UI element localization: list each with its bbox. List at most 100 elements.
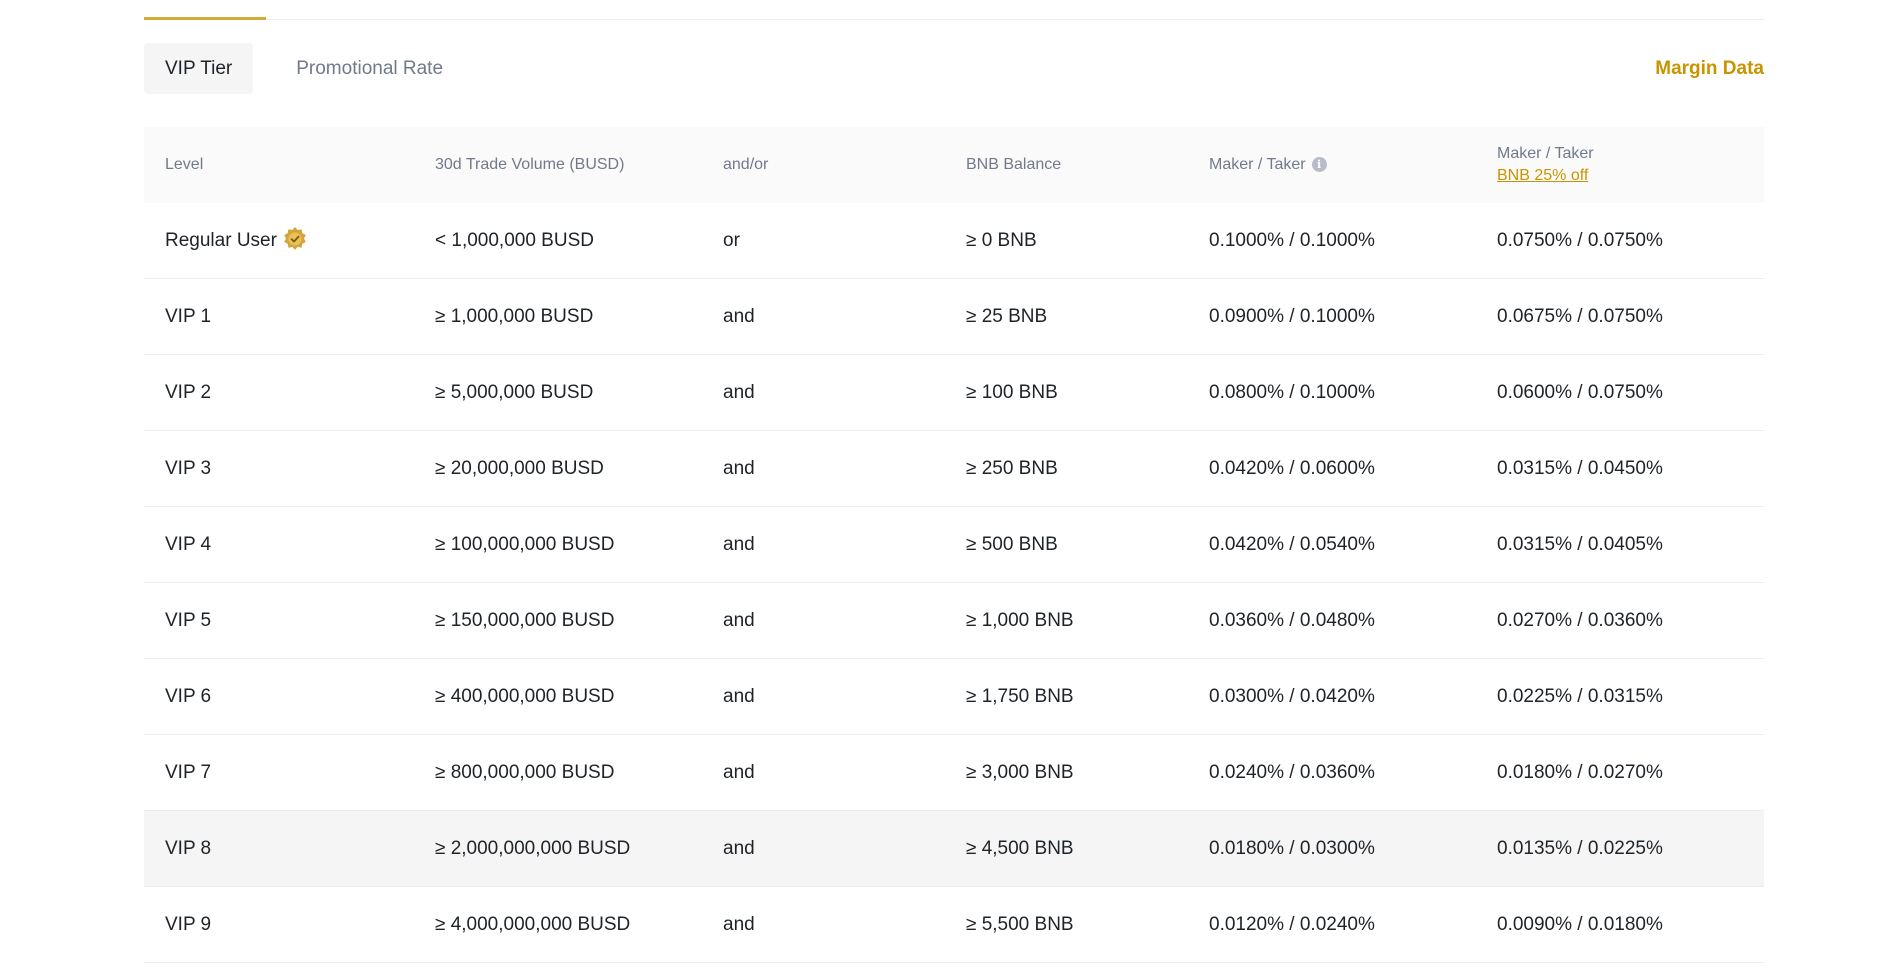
cell-bnb-balance: ≥ 500 BNB	[945, 534, 1188, 556]
cell-bnb-balance-text: ≥ 25 BNB	[966, 305, 1048, 327]
cell-bnb-balance: ≥ 1,000 BNB	[945, 610, 1188, 632]
table-row: VIP 5 ≥ 150,000,000 BUSD and ≥ 1,000 BNB 0.0…	[144, 583, 1764, 659]
cell-maker-taker-discount: 0.0315% / 0.0450%	[1476, 458, 1764, 480]
table-row: VIP 4 ≥ 100,000,000 BUSD and ≥ 500 BNB 0.042…	[144, 507, 1764, 583]
info-icon[interactable]: i	[1311, 157, 1327, 173]
cell-and-or-text: and	[723, 685, 755, 707]
cell-and-or: and	[702, 458, 945, 480]
margin-data-link[interactable]: Margin Data	[1655, 58, 1764, 79]
cell-maker-taker-text: 0.0300% / 0.0420%	[1209, 685, 1375, 707]
table-body: Regular User < 1,000,000 BUSD or ≥ 0 BNB 0.1…	[144, 203, 1764, 963]
cell-level-text: Regular User	[165, 229, 277, 251]
cell-and-or: and	[702, 534, 945, 556]
section-divider	[144, 19, 1764, 20]
cell-trade-volume-text: ≥ 5,000,000 BUSD	[435, 381, 594, 403]
cell-and-or: and	[702, 306, 945, 328]
cell-bnb-balance-text: ≥ 4,500 BNB	[966, 837, 1074, 859]
cell-trade-volume: ≥ 400,000,000 BUSD	[414, 686, 702, 708]
cell-trade-volume-text: ≥ 2,000,000,000 BUSD	[435, 837, 631, 859]
cell-trade-volume: ≥ 100,000,000 BUSD	[414, 534, 702, 556]
header-maker-taker-discount-label: Maker / Taker	[1497, 145, 1594, 162]
vip-fee-table: Level 30d Trade Volume (BUSD) and/or BNB…	[144, 127, 1764, 963]
cell-maker-taker-discount: 0.0225% / 0.0315%	[1476, 686, 1764, 708]
cell-level: VIP 5	[144, 610, 414, 632]
cell-level: VIP 7	[144, 762, 414, 784]
table-row: VIP 2 ≥ 5,000,000 BUSD and ≥ 100 BNB 0.0800%…	[144, 355, 1764, 431]
cell-maker-taker: 0.1000% / 0.1000%	[1188, 230, 1476, 252]
cell-trade-volume-text: ≥ 800,000,000 BUSD	[435, 761, 615, 783]
cell-and-or-text: and	[723, 305, 755, 327]
cell-trade-volume-text: < 1,000,000 BUSD	[435, 229, 594, 251]
cell-maker-taker: 0.0120% / 0.0240%	[1188, 914, 1476, 936]
header-and-or: and/or	[723, 156, 769, 173]
cell-bnb-balance: ≥ 5,500 BNB	[945, 914, 1188, 936]
cell-maker-taker-text: 0.0420% / 0.0600%	[1209, 457, 1375, 479]
cell-trade-volume: ≥ 2,000,000,000 BUSD	[414, 838, 702, 860]
cell-level-text: VIP 6	[165, 685, 212, 707]
header-bnb-balance: BNB Balance	[966, 156, 1062, 173]
cell-and-or: and	[702, 914, 945, 936]
cell-bnb-balance: ≥ 0 BNB	[945, 230, 1188, 252]
cell-maker-taker-text: 0.1000% / 0.1000%	[1209, 229, 1375, 251]
cell-bnb-balance: ≥ 25 BNB	[945, 306, 1188, 328]
cell-maker-taker-text: 0.0800% / 0.1000%	[1209, 381, 1375, 403]
cell-maker-taker-discount-text: 0.0750% / 0.0750%	[1497, 229, 1663, 251]
cell-level-text: VIP 4	[165, 533, 212, 555]
table-row: VIP 1 ≥ 1,000,000 BUSD and ≥ 25 BNB 0.0900% …	[144, 279, 1764, 355]
cell-maker-taker: 0.0420% / 0.0540%	[1188, 534, 1476, 556]
cell-trade-volume-text: ≥ 20,000,000 BUSD	[435, 457, 604, 479]
cell-and-or: and	[702, 762, 945, 784]
cell-trade-volume-text: ≥ 400,000,000 BUSD	[435, 685, 615, 707]
cell-level: VIP 1	[144, 306, 414, 328]
cell-bnb-balance-text: ≥ 250 BNB	[966, 457, 1058, 479]
table-row: VIP 7 ≥ 800,000,000 BUSD and ≥ 3,000 BNB 0.0…	[144, 735, 1764, 811]
cell-and-or-text: and	[723, 381, 755, 403]
cell-maker-taker-discount-text: 0.0090% / 0.0180%	[1497, 913, 1663, 935]
cell-maker-taker-discount: 0.0270% / 0.0360%	[1476, 610, 1764, 632]
cell-level: Regular User	[144, 226, 414, 253]
cell-and-or: and	[702, 838, 945, 860]
cell-maker-taker: 0.0900% / 0.1000%	[1188, 306, 1476, 328]
cell-maker-taker-text: 0.0900% / 0.1000%	[1209, 305, 1375, 327]
cell-maker-taker-text: 0.0180% / 0.0300%	[1209, 837, 1375, 859]
cell-maker-taker-discount-text: 0.0270% / 0.0360%	[1497, 609, 1663, 631]
cell-level-text: VIP 1	[165, 305, 212, 327]
table-row: VIP 3 ≥ 20,000,000 BUSD and ≥ 250 BNB 0.0420…	[144, 431, 1764, 507]
cell-maker-taker-discount: 0.0675% / 0.0750%	[1476, 306, 1764, 328]
cell-trade-volume-text: ≥ 1,000,000 BUSD	[435, 305, 594, 327]
cell-maker-taker-text: 0.0420% / 0.0540%	[1209, 533, 1375, 555]
table-row: Regular User < 1,000,000 BUSD or ≥ 0 BNB 0.1…	[144, 203, 1764, 279]
cell-level-text: VIP 5	[165, 609, 212, 631]
cell-maker-taker-discount: 0.0135% / 0.0225%	[1476, 838, 1764, 860]
table-row: VIP 6 ≥ 400,000,000 BUSD and ≥ 1,750 BNB 0.0…	[144, 659, 1764, 735]
cell-and-or: or	[702, 230, 945, 252]
cell-and-or-text: and	[723, 913, 755, 935]
header-maker-taker-discount: Maker / Taker BNB 25% off	[1476, 145, 1764, 185]
cell-bnb-balance-text: ≥ 500 BNB	[966, 533, 1058, 555]
table-header: Level 30d Trade Volume (BUSD) and/or BNB…	[144, 127, 1764, 203]
cell-maker-taker: 0.0180% / 0.0300%	[1188, 838, 1476, 860]
cell-maker-taker: 0.0420% / 0.0600%	[1188, 458, 1476, 480]
bnb-discount-link[interactable]: BNB 25% off	[1497, 167, 1589, 184]
tab-vip-tier[interactable]: VIP Tier	[144, 43, 254, 94]
cell-trade-volume: ≥ 5,000,000 BUSD	[414, 382, 702, 404]
cell-maker-taker: 0.0800% / 0.1000%	[1188, 382, 1476, 404]
cell-trade-volume: ≥ 20,000,000 BUSD	[414, 458, 702, 480]
cell-level-text: VIP 9	[165, 913, 212, 935]
cell-level: VIP 8	[144, 838, 414, 860]
cell-bnb-balance-text: ≥ 3,000 BNB	[966, 761, 1074, 783]
cell-bnb-balance: ≥ 100 BNB	[945, 382, 1188, 404]
cell-maker-taker-discount: 0.0090% / 0.0180%	[1476, 914, 1764, 936]
table-row: VIP 8 ≥ 2,000,000,000 BUSD and ≥ 4,500 BNB 0…	[144, 811, 1764, 887]
cell-maker-taker-text: 0.0120% / 0.0240%	[1209, 913, 1375, 935]
tab-promotional-rate[interactable]: Promotional Rate	[296, 58, 444, 79]
cell-maker-taker: 0.0300% / 0.0420%	[1188, 686, 1476, 708]
cell-and-or: and	[702, 686, 945, 708]
cell-level: VIP 2	[144, 382, 414, 404]
cell-maker-taker-discount: 0.0600% / 0.0750%	[1476, 382, 1764, 404]
cell-bnb-balance: ≥ 4,500 BNB	[945, 838, 1188, 860]
cell-level-text: VIP 8	[165, 837, 212, 859]
header-maker-taker-label: Maker / Taker	[1209, 156, 1306, 173]
cell-level: VIP 6	[144, 686, 414, 708]
cell-level-text: VIP 7	[165, 761, 212, 783]
